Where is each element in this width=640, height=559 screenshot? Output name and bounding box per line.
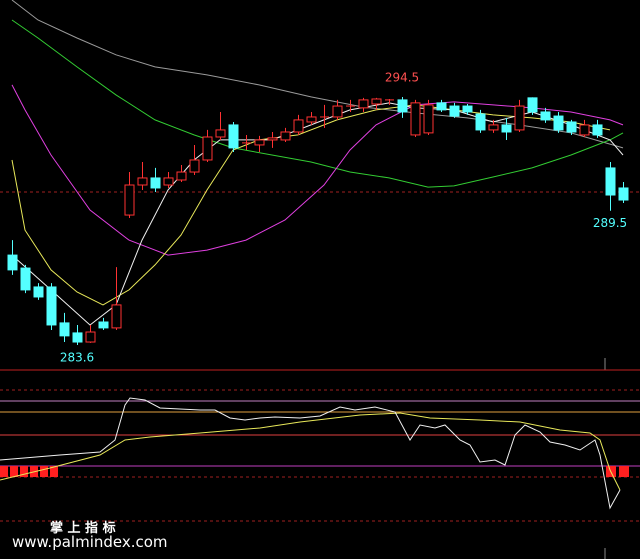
candle-body [358,99,369,109]
candle-body [85,331,96,343]
candle-body [449,105,460,117]
candle-body [280,131,291,141]
candle-body [46,286,57,326]
candle-body [605,167,616,196]
candle-body [410,102,421,136]
candle-body [267,137,278,141]
candle-body [566,121,577,133]
candle-body [423,104,434,134]
candle-body [202,136,213,161]
candle-body [579,124,590,136]
candle-body [436,102,447,111]
candle-body [254,139,265,146]
candle-body [514,105,525,131]
extreme-label: 283.6 [60,350,94,364]
watermark-url: www.palmindex.com [12,533,168,551]
candle-body [397,99,408,113]
candle-body [306,116,317,123]
indicator-panel [0,389,640,522]
candle-body [150,177,161,189]
candle-body [228,124,239,149]
price-panel: 294.5 283.6 289.5 [7,0,629,364]
candle-body [462,105,473,113]
candle-body [124,184,135,216]
candle-body [371,98,382,105]
candle-body [98,321,109,329]
indicator-line [0,412,621,491]
moving-average-line [11,19,624,188]
moving-average-line [11,102,624,326]
candle-body [20,267,31,291]
moving-average-line [11,0,624,149]
candle-body [111,304,122,329]
candle-body [553,115,564,131]
candle-body [163,177,174,186]
candle-body [72,332,83,343]
candle-body [618,187,629,201]
candle-body [527,97,538,113]
candle-body [501,124,512,133]
candle-body [189,159,200,173]
candle-body [7,254,18,271]
watermark-title: 掌 上 指 标 [50,520,116,536]
candle-body [137,177,148,186]
candle-body [176,171,187,181]
candle-body [488,124,499,131]
candle-body [475,113,486,131]
candle-body [33,286,44,298]
extreme-label: 289.5 [593,216,627,230]
candle-body [293,119,304,133]
indicator-line [0,397,621,510]
candle-body [215,129,226,138]
candle-body [332,105,343,118]
extreme-label: 294.5 [385,70,419,84]
candle-body [59,322,70,337]
candle-body [540,111,551,121]
candle-body [592,124,603,136]
